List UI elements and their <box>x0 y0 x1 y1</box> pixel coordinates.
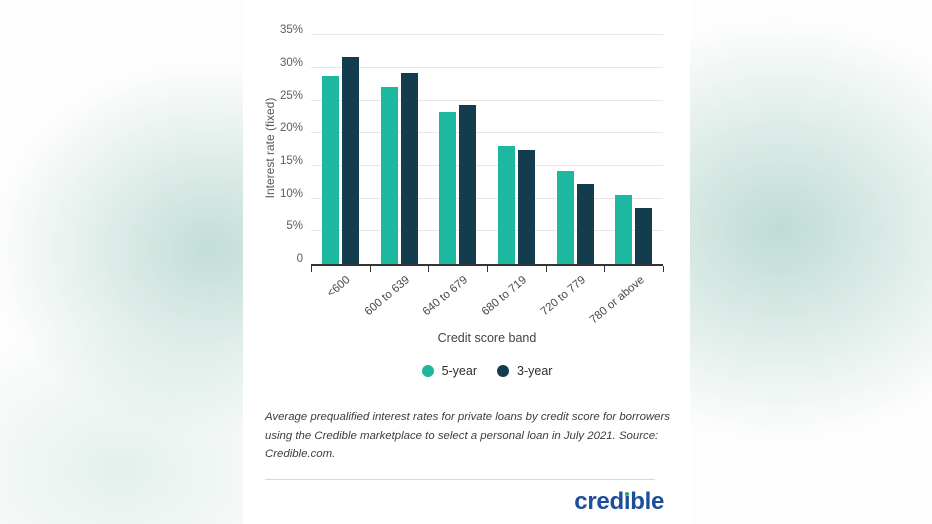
y-tick-label: 30% <box>279 56 303 69</box>
logo-letter-i: ı <box>623 488 631 515</box>
x-tick-label: 600 to 639 <box>362 274 412 319</box>
gridline <box>311 165 663 166</box>
y-tick-label: 0 <box>296 253 303 265</box>
x-tick <box>369 266 371 272</box>
footer-divider <box>265 479 655 480</box>
x-tick <box>311 266 312 272</box>
x-axis-labels: <600 600 to 639 640 to 679 680 to 719 720 to… <box>311 274 663 332</box>
x-axis-line <box>311 264 663 266</box>
legend-dot-icon <box>497 365 509 377</box>
legend-label: 3-year <box>517 364 553 378</box>
y-tick-label: 20% <box>279 122 303 135</box>
bar-3-year-640 to 679 <box>459 105 477 264</box>
chart-card: Interest rate (fixed) 0 5% 10% 15% 20% 25% 30%… <box>243 0 690 524</box>
bar-3-year-<600 <box>341 56 359 264</box>
y-tick-label: 35% <box>279 24 303 37</box>
x-tick <box>487 266 488 272</box>
gridline <box>311 132 663 134</box>
bar-3-year-720 to 779 <box>576 184 594 264</box>
bar-3-year-600 to 639 <box>400 72 418 264</box>
plot-area: 0 5% 10% 15% 20% 25% 30% 35% <box>280 24 664 272</box>
x-tick <box>604 266 606 272</box>
y-tick-label: 25% <box>279 89 303 102</box>
y-tick-label: 5% <box>286 220 303 233</box>
chart-caption: Average prequalified interest rates for … <box>265 408 675 464</box>
x-tick <box>428 266 430 272</box>
x-tick-label: 720 to 779 <box>538 274 588 319</box>
credible-logo: credı ble <box>574 488 664 515</box>
legend-item-5-year: 5-year <box>421 364 477 378</box>
gridline <box>311 66 663 68</box>
y-tick-label: 15% <box>279 155 303 167</box>
bar-3-year-680 to 719 <box>517 149 535 264</box>
logo-green-dot-icon <box>624 491 630 497</box>
x-tick <box>545 266 547 272</box>
bar-5-year-780 or above <box>615 194 633 264</box>
bar-5-year-600 to 639 <box>380 86 398 264</box>
legend-dot-icon <box>421 365 434 377</box>
bar-5-year-680 to 719 <box>497 146 515 264</box>
x-tick-label: 640 to 679 <box>421 274 471 319</box>
gridline <box>311 99 663 101</box>
gridline <box>311 230 663 232</box>
legend-label: 5-year <box>441 364 477 378</box>
chart-legend: 5-year 3-year <box>311 364 663 378</box>
x-tick-label: 680 to 719 <box>479 274 530 319</box>
x-tick <box>663 266 664 272</box>
bar-5-year-<600 <box>321 76 339 264</box>
caption-line: using the Credible marketplace to select… <box>265 429 659 442</box>
gridline <box>311 34 663 36</box>
x-tick-label: 780 or above <box>587 274 647 327</box>
bar-5-year-640 to 679 <box>439 111 457 264</box>
bar-3-year-780 or above <box>635 207 653 264</box>
y-tick-label: 10% <box>279 187 303 200</box>
y-axis-title: Interest rate (fixed) <box>263 97 277 199</box>
legend-item-3-year: 3-year <box>497 364 552 378</box>
gridline <box>311 197 663 199</box>
caption-line: Average prequalified interest rates for … <box>265 411 670 423</box>
x-tick-label: <600 <box>325 274 354 300</box>
caption-line: Credible.com. <box>265 448 336 461</box>
x-axis-title: Credit score band <box>437 331 537 345</box>
bar-5-year-720 to 779 <box>556 171 574 264</box>
